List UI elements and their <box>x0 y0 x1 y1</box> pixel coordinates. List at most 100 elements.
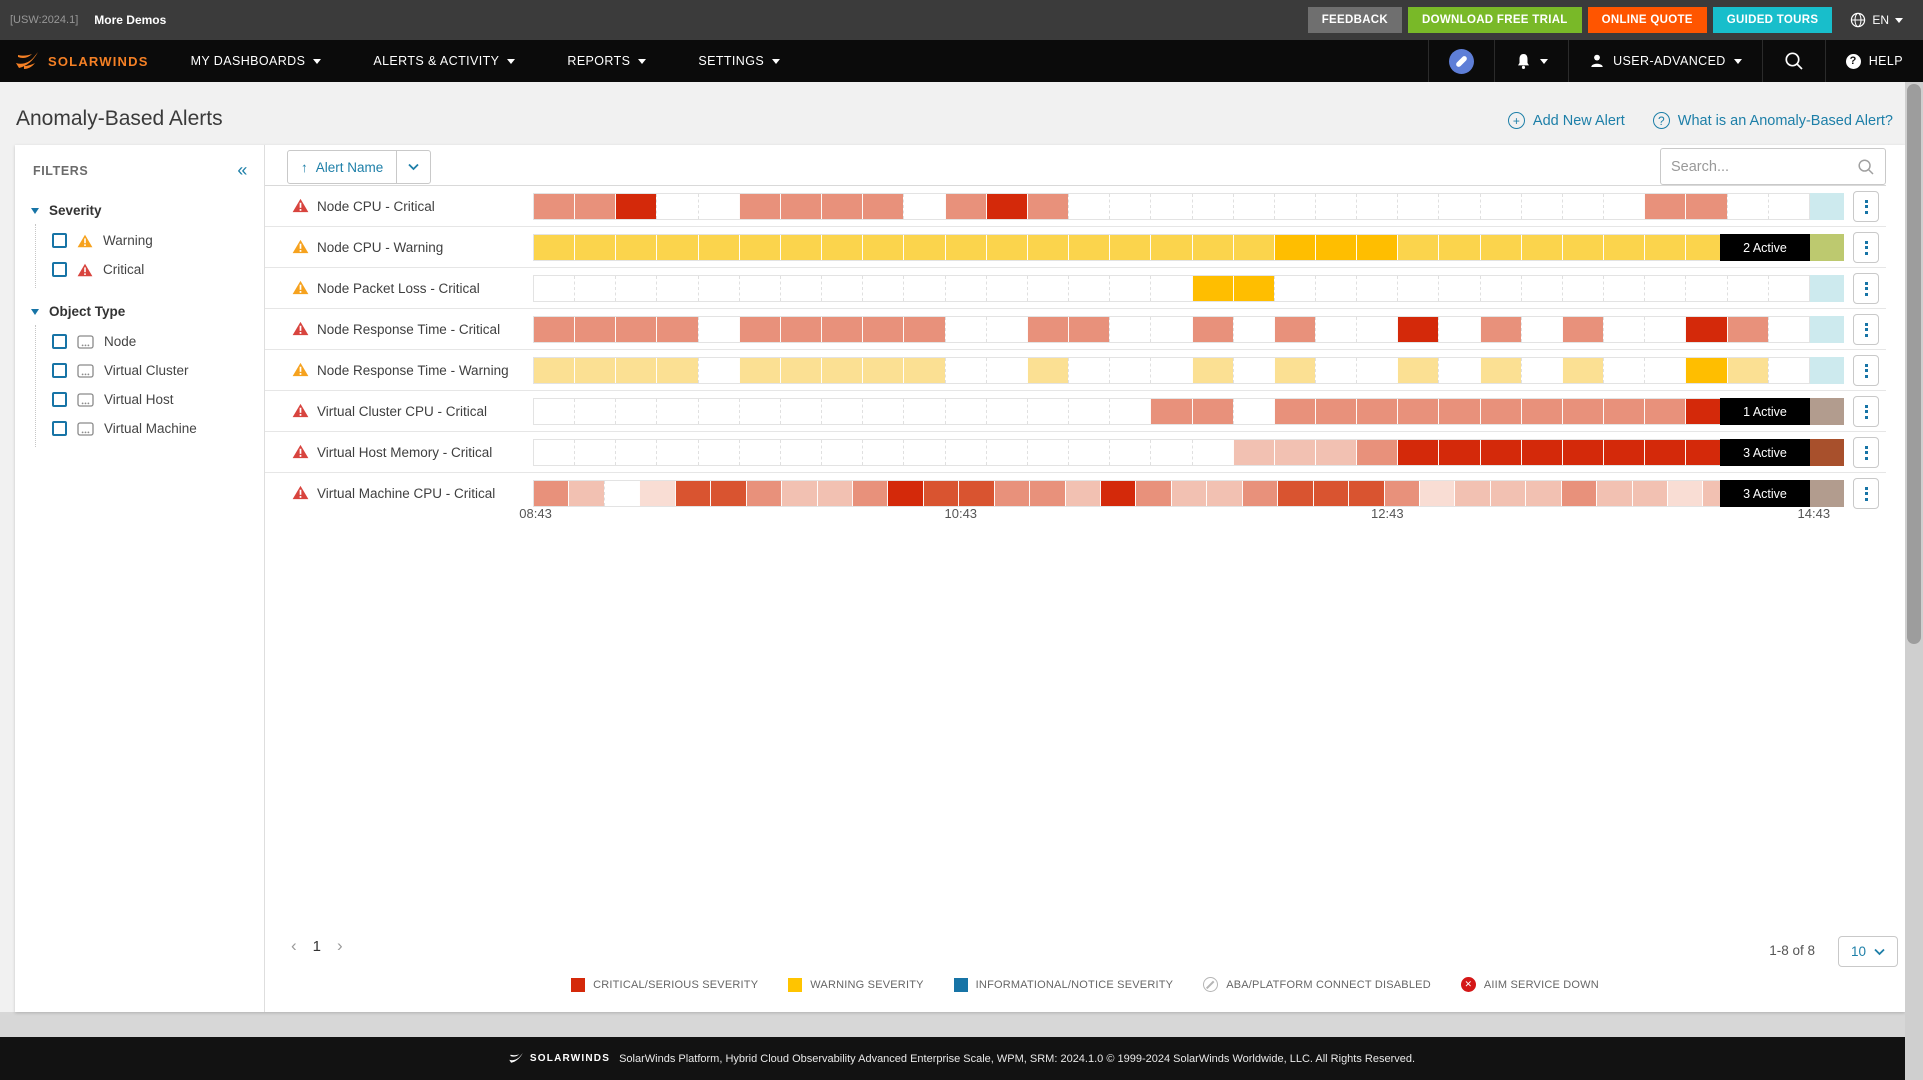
online-quote-button[interactable]: ONLINE QUOTE <box>1587 7 1707 33</box>
nav-item-reports[interactable]: REPORTS <box>541 40 672 82</box>
row-menu-button[interactable] <box>1853 396 1879 427</box>
checkbox[interactable] <box>52 334 67 349</box>
row-menu-button[interactable] <box>1853 314 1879 345</box>
kebab-dot <box>1864 199 1868 203</box>
next-page-button[interactable]: › <box>337 936 343 955</box>
timeline-segment <box>1631 481 1667 506</box>
sort-by-alert-name-button[interactable]: ↑ Alert Name <box>288 151 398 183</box>
sort-options-dropdown[interactable] <box>397 151 430 183</box>
filter-item-virtual-machine[interactable]: Virtual Machine <box>36 414 264 443</box>
nav-item-label: SETTINGS <box>698 54 765 68</box>
add-new-alert-link[interactable]: + Add New Alert <box>1507 112 1625 129</box>
filter-item-label: Virtual Cluster <box>104 363 189 378</box>
timeline-segment <box>1685 440 1727 465</box>
more-demos-link[interactable]: More Demos <box>94 13 167 27</box>
row-menu-button[interactable] <box>1853 273 1879 304</box>
timeline-segment <box>697 399 739 424</box>
alert-row[interactable]: Node Response Time - Critical <box>265 309 1886 350</box>
kebab-dot <box>1864 492 1868 495</box>
download-free-trial-button[interactable]: DOWNLOAD FREE TRIAL <box>1408 7 1582 33</box>
pagination: ‹ 1 › <box>291 936 343 956</box>
kebab-dot <box>1864 363 1868 367</box>
help-menu[interactable]: ? HELP <box>1824 40 1923 82</box>
row-menu-button[interactable] <box>1853 232 1879 263</box>
nav-item-settings[interactable]: SETTINGS <box>672 40 806 82</box>
alert-row[interactable]: Virtual Machine CPU - Critical 3 Active <box>265 473 1886 514</box>
alert-row[interactable]: Node Response Time - Warning <box>265 350 1886 391</box>
timeline-segment <box>1348 481 1384 506</box>
node-object-icon <box>77 334 94 349</box>
active-count-badge: 3 Active <box>1720 480 1810 507</box>
checkbox[interactable] <box>52 392 67 407</box>
timeline-segment <box>1026 358 1069 383</box>
kebab-dot <box>1864 451 1868 454</box>
timeline-segment <box>903 440 945 465</box>
collapse-sidebar-button[interactable]: « <box>237 160 248 180</box>
timeline-segment <box>1068 358 1110 383</box>
row-menu-button[interactable] <box>1853 478 1879 509</box>
row-menu-button[interactable] <box>1853 355 1879 386</box>
timeline-segment <box>738 358 780 383</box>
checkbox[interactable] <box>52 363 67 378</box>
checkbox[interactable] <box>52 421 67 436</box>
row-menu-button[interactable] <box>1853 191 1879 222</box>
filter-item-virtual-host[interactable]: Virtual Host <box>36 385 264 414</box>
chevron-down-icon <box>507 58 516 64</box>
timeline-segment <box>985 276 1027 301</box>
alert-row[interactable]: Virtual Host Memory - Critical 3 Active <box>265 432 1886 473</box>
timeline-segment <box>862 276 904 301</box>
timeline-segment <box>534 399 575 424</box>
sort-label: Alert Name <box>315 159 384 175</box>
nav-item-alerts-activity[interactable]: ALERTS & ACTIVITY <box>347 40 541 82</box>
filter-item-warning[interactable]: Warning <box>36 226 264 255</box>
vertical-scrollbar[interactable] <box>1905 82 1923 1080</box>
warning-triangle-icon <box>292 280 309 295</box>
checkbox[interactable] <box>52 233 67 248</box>
filter-item-node[interactable]: Node <box>36 327 264 356</box>
timeline-segment <box>1191 440 1233 465</box>
filter-item-critical[interactable]: Critical <box>36 255 264 284</box>
timeline-segment <box>534 358 575 383</box>
language-selector[interactable]: EN <box>1850 12 1903 28</box>
timeline-segment <box>779 317 822 342</box>
alert-row[interactable]: Node CPU - Warning 2 Active <box>265 227 1886 268</box>
row-menu-button[interactable] <box>1853 437 1879 468</box>
checkbox[interactable] <box>52 262 67 277</box>
search-input[interactable] <box>1671 158 1857 175</box>
user-menu[interactable]: USER-ADVANCED <box>1568 40 1762 82</box>
timeline-segment <box>1109 358 1151 383</box>
nav-item-my-dashboards[interactable]: MY DASHBOARDS <box>165 40 348 82</box>
page-size-select[interactable]: 10 <box>1838 936 1898 967</box>
feedback-button[interactable]: FEEDBACK <box>1307 7 1403 33</box>
timeline-segment <box>574 194 616 219</box>
kebab-dot <box>1864 246 1868 249</box>
scrollbar-thumb[interactable] <box>1907 84 1921 644</box>
legend-label: CRITICAL/SERIOUS SEVERITY <box>593 978 759 991</box>
timeline-segment <box>1520 358 1562 383</box>
alert-row[interactable]: Virtual Cluster CPU - Critical 1 Active <box>265 391 1886 432</box>
timeline-segment <box>1454 481 1490 506</box>
filter-group-header[interactable]: Object Type <box>15 296 264 325</box>
previous-page-button[interactable]: ‹ <box>291 936 297 955</box>
what-is-link[interactable]: ? What is an Anomaly-Based Alert? <box>1652 112 1893 129</box>
timeline-segment <box>1603 194 1645 219</box>
footer-logo: SOLARWINDS <box>508 1051 610 1066</box>
timeline-segment <box>1561 235 1604 260</box>
notifications-button[interactable] <box>1494 40 1568 82</box>
alert-row[interactable]: Node CPU - Critical <box>265 186 1886 227</box>
demo-mode-button[interactable] <box>1428 40 1494 82</box>
timeline-segment <box>1026 440 1069 465</box>
critical-triangle-icon <box>292 444 309 459</box>
filter-group-header[interactable]: Severity <box>15 195 264 224</box>
timeline-segment <box>1438 194 1480 219</box>
timeline-segment <box>1438 317 1480 342</box>
guided-tours-button[interactable]: GUIDED TOURS <box>1712 7 1833 33</box>
solarwinds-logo[interactable]: SOLARWINDS <box>0 49 165 73</box>
timeline-segment <box>697 276 739 301</box>
timeline-segment <box>534 481 569 506</box>
global-search-button[interactable] <box>1761 40 1825 82</box>
time-axis-label: 10:43 <box>944 506 978 521</box>
filter-item-virtual-cluster[interactable]: Virtual Cluster <box>36 356 264 385</box>
question-circle-icon: ? <box>1652 112 1670 129</box>
alert-row[interactable]: Node Packet Loss - Critical <box>265 268 1886 309</box>
